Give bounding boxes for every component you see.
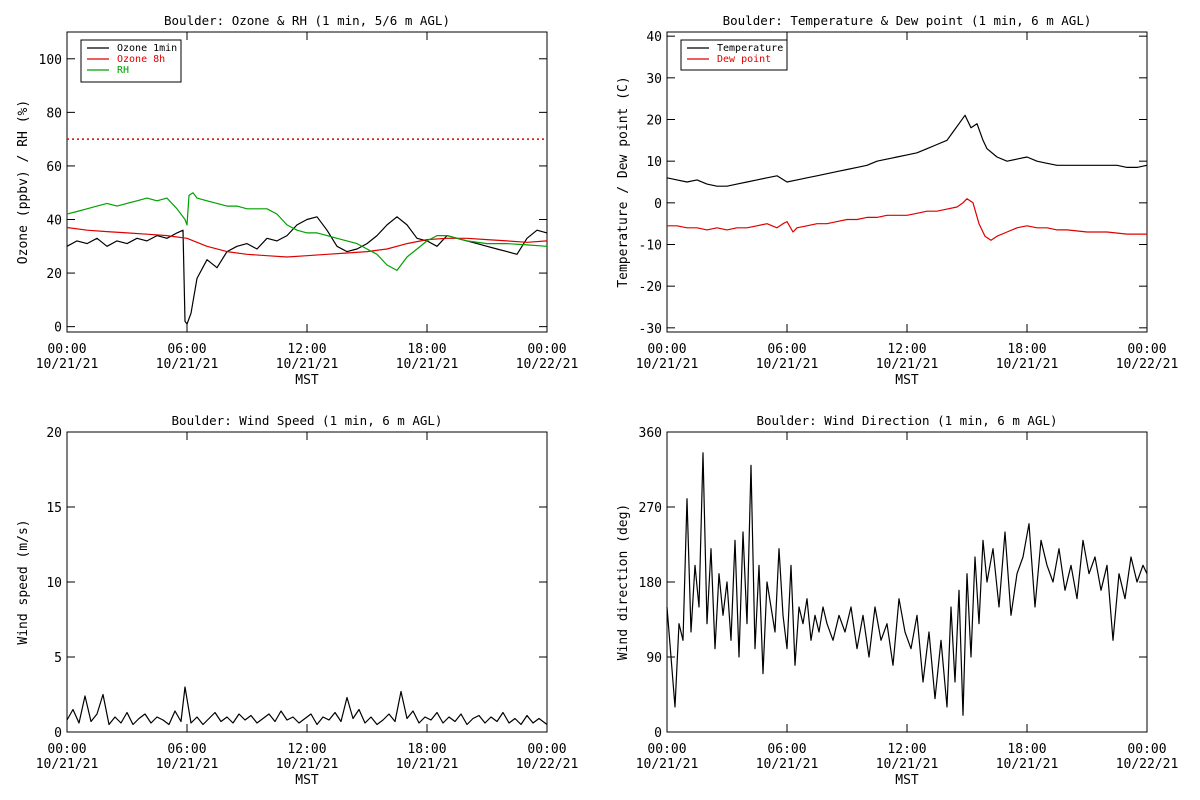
- y-tick-label: 10: [46, 576, 62, 591]
- y-tick-label: -30: [639, 322, 662, 337]
- y-tick-label: 15: [46, 501, 62, 516]
- y-axis-label: Temperature / Dew point (C): [616, 76, 631, 287]
- y-tick-label: 60: [46, 160, 62, 175]
- y-axis-label: Wind speed (m/s): [16, 519, 31, 644]
- y-tick-label: 40: [646, 30, 662, 45]
- x-tick-time-label: 18:00: [407, 342, 446, 357]
- x-tick-time-label: 18:00: [407, 742, 446, 757]
- y-axis-label: Ozone (ppbv) / RH (%): [16, 100, 31, 264]
- legend-box: [680, 39, 788, 71]
- legend-label: Ozone 8h: [117, 54, 165, 65]
- x-tick-time-label: 00:00: [647, 342, 686, 357]
- y-tick-label: 40: [46, 214, 62, 229]
- x-tick-time-label: 18:00: [1007, 742, 1046, 757]
- y-tick-label: 20: [646, 114, 662, 129]
- x-tick-date-label: 10/22/21: [1116, 757, 1179, 772]
- legend-label: Temperature: [717, 43, 783, 54]
- x-tick-date-label: 10/21/21: [756, 357, 819, 372]
- chart-title: Boulder: Ozone & RH (1 min, 5/6 m AGL): [164, 13, 450, 28]
- chart-panel-3: Boulder: Wind Speed (1 min, 6 m AGL) 0 5 10…: [16, 413, 578, 788]
- chart-panel-2: Boulder: Temperature & Dew point (1 min,…: [616, 13, 1178, 388]
- series-line-dew-point: [667, 198, 1147, 241]
- x-tick-time-label: 00:00: [527, 342, 566, 357]
- y-tick-label: 180: [639, 576, 662, 591]
- plot-frame: [666, 431, 1148, 733]
- legend-label: RH: [117, 65, 129, 76]
- x-axis-label: MST: [895, 773, 919, 788]
- chart-panel-4: Boulder: Wind Direction (1 min, 6 m AGL)…: [616, 413, 1178, 788]
- x-tick-date-label: 10/21/21: [36, 757, 99, 772]
- x-tick-date-label: 10/21/21: [996, 357, 1059, 372]
- x-tick-date-label: 10/21/21: [996, 757, 1059, 772]
- y-tick-label: 100: [39, 53, 62, 68]
- y-tick-label: 0: [654, 197, 662, 212]
- y-tick-label: 0: [654, 726, 662, 741]
- x-tick-time-label: 00:00: [47, 742, 86, 757]
- x-tick-time-label: 06:00: [767, 342, 806, 357]
- series-line-temperature: [666, 114, 1148, 187]
- x-tick-time-label: 18:00: [1007, 342, 1046, 357]
- y-tick-label: 30: [646, 72, 662, 87]
- legend-box: [80, 39, 182, 83]
- x-tick-time-label: 12:00: [287, 742, 326, 757]
- y-tick-label: 360: [639, 426, 662, 441]
- x-tick-date-label: 10/21/21: [276, 357, 339, 372]
- x-tick-time-label: 06:00: [167, 742, 206, 757]
- x-tick-date-label: 10/21/21: [876, 357, 939, 372]
- series-line-rh: [66, 192, 548, 271]
- x-tick-date-label: 10/22/21: [516, 357, 579, 372]
- x-tick-date-label: 10/21/21: [156, 757, 219, 772]
- x-tick-date-label: 10/21/21: [636, 757, 699, 772]
- x-tick-time-label: 06:00: [167, 342, 206, 357]
- x-tick-date-label: 10/21/21: [396, 357, 459, 372]
- x-tick-time-label: 00:00: [527, 742, 566, 757]
- x-tick-date-label: 10/22/21: [1116, 357, 1179, 372]
- y-axis-label: Wind direction (deg): [616, 504, 631, 661]
- x-tick-date-label: 10/21/21: [36, 357, 99, 372]
- series-line-0: [666, 452, 1148, 716]
- x-tick-time-label: 06:00: [767, 742, 806, 757]
- x-tick-date-label: 10/21/21: [396, 757, 459, 772]
- y-tick-label: -10: [639, 239, 662, 254]
- chart-title: Boulder: Temperature & Dew point (1 min,…: [723, 13, 1092, 28]
- y-tick-label: 270: [639, 501, 662, 516]
- x-tick-date-label: 10/22/21: [516, 757, 579, 772]
- plot-frame: [66, 431, 548, 733]
- y-tick-label: 0: [54, 321, 62, 336]
- legend-label: Ozone 1min: [117, 43, 177, 54]
- x-tick-time-label: 12:00: [287, 342, 326, 357]
- x-tick-date-label: 10/21/21: [276, 757, 339, 772]
- x-tick-date-label: 10/21/21: [156, 357, 219, 372]
- x-axis-label: MST: [295, 773, 319, 788]
- series-line-0: [66, 686, 548, 726]
- x-tick-date-label: 10/21/21: [876, 757, 939, 772]
- x-tick-date-label: 10/21/21: [756, 757, 819, 772]
- x-tick-time-label: 00:00: [647, 742, 686, 757]
- y-tick-label: 10: [646, 155, 662, 170]
- x-tick-time-label: 00:00: [1127, 342, 1166, 357]
- series-line-ozone-8h: [66, 226, 548, 258]
- x-tick-time-label: 12:00: [887, 342, 926, 357]
- chart-title: Boulder: Wind Speed (1 min, 6 m AGL): [172, 413, 443, 428]
- x-tick-time-label: 00:00: [47, 342, 86, 357]
- legend-label: Dew point: [717, 54, 771, 65]
- x-tick-time-label: 12:00: [887, 742, 926, 757]
- x-tick-date-label: 10/21/21: [636, 357, 699, 372]
- x-axis-label: MST: [895, 373, 919, 388]
- chart-panel-1: Boulder: Ozone & RH (1 min, 5/6 m AGL) 0 2…: [16, 13, 578, 388]
- y-tick-label: 80: [46, 106, 62, 121]
- y-tick-label: 20: [46, 267, 62, 282]
- y-tick-label: 90: [646, 651, 662, 666]
- x-tick-time-label: 00:00: [1127, 742, 1166, 757]
- x-axis-label: MST: [295, 373, 319, 388]
- y-tick-label: 20: [46, 426, 62, 441]
- plot-frame: [666, 31, 1148, 333]
- chart-title: Boulder: Wind Direction (1 min, 6 m AGL): [756, 413, 1057, 428]
- y-tick-label: -20: [639, 280, 662, 295]
- y-tick-label: 5: [54, 651, 62, 666]
- y-tick-label: 0: [54, 726, 62, 741]
